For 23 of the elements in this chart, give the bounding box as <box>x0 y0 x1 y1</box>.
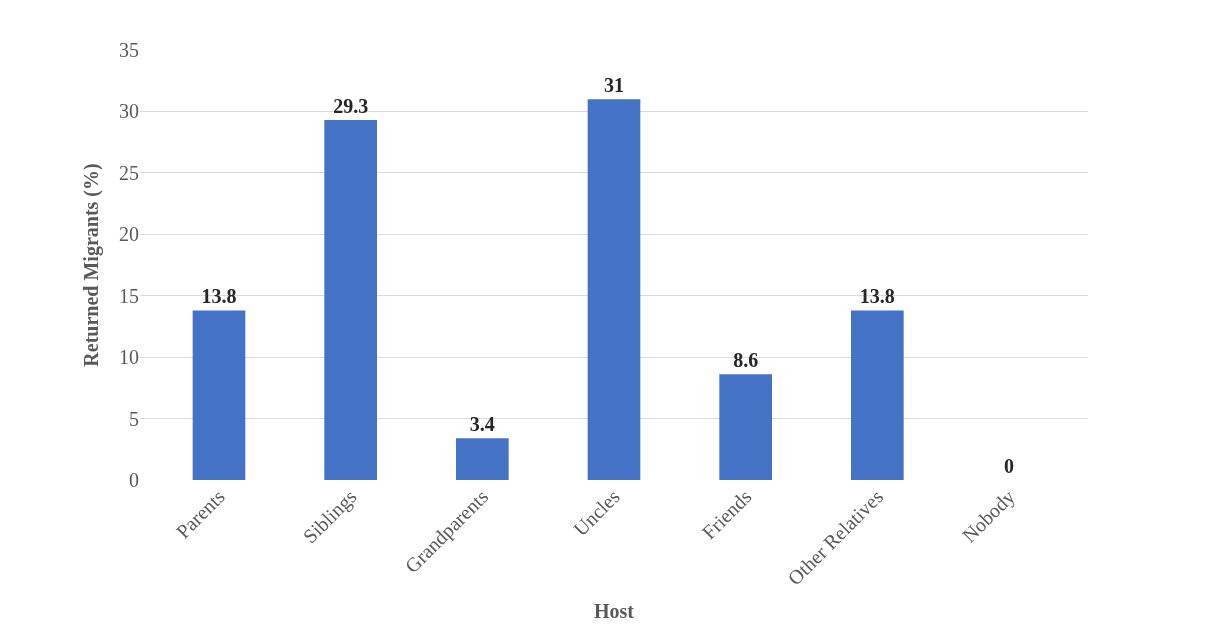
data-label: 29.3 <box>333 95 369 118</box>
bar <box>192 310 246 480</box>
y-tick-label: 20 <box>119 223 139 246</box>
data-label: 13.8 <box>201 285 237 308</box>
bar <box>851 310 904 480</box>
y-tick-label: 5 <box>129 407 139 430</box>
y-tick-label: 10 <box>119 346 139 369</box>
y-tick-label: 15 <box>119 284 139 307</box>
data-label: 8.6 <box>733 349 759 372</box>
y-axis-title: Returned Migrants (%) <box>79 163 103 367</box>
data-label: 3.4 <box>469 413 495 436</box>
data-label: 31 <box>604 74 624 97</box>
data-label: 13.8 <box>859 285 895 308</box>
y-tick-label: 35 <box>119 39 139 61</box>
y-tick-label: 25 <box>119 161 139 184</box>
bar <box>456 438 509 480</box>
bar <box>719 374 772 480</box>
data-label: 0 <box>1004 455 1014 477</box>
bar <box>587 99 641 480</box>
bar <box>324 120 377 480</box>
y-tick-label: 30 <box>119 100 139 123</box>
x-axis-title: Host <box>594 599 635 622</box>
y-tick-label: 0 <box>129 469 139 491</box>
